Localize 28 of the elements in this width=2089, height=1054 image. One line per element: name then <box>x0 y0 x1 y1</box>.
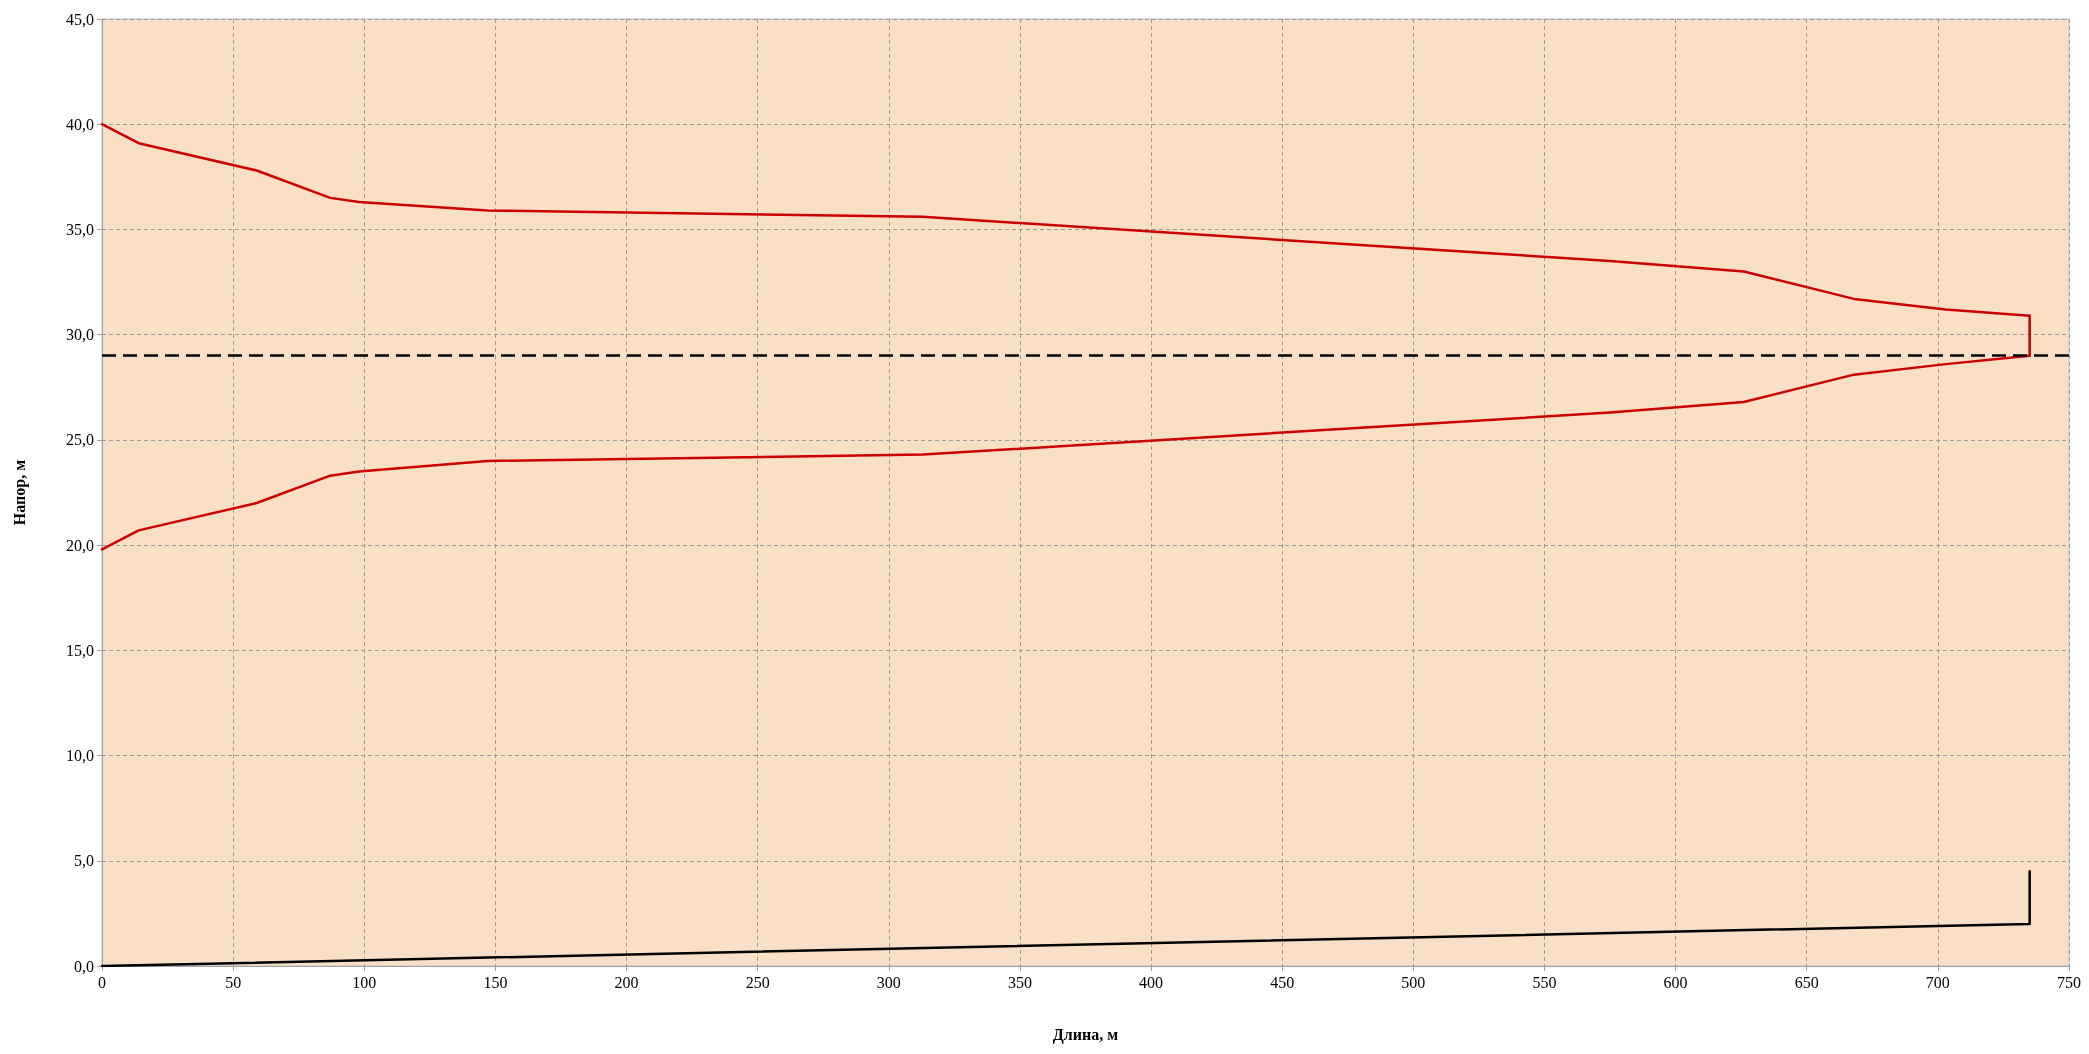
x-tick-label: 200 <box>614 973 639 991</box>
y-tick-label: 45,0 <box>66 10 94 28</box>
y-tick-label: 35,0 <box>66 220 94 238</box>
y-tick-label: 25,0 <box>66 431 94 449</box>
y-tick-label: 10,0 <box>66 747 94 765</box>
x-tick-label: 550 <box>1532 973 1557 991</box>
x-tick-label: 750 <box>2057 973 2081 991</box>
x-tick-label: 400 <box>1139 973 1164 991</box>
x-tick-label: 650 <box>1794 973 1819 991</box>
y-tick-label: 0,0 <box>74 957 94 975</box>
x-axis-title: Длина, м <box>1052 1025 1119 1044</box>
x-tick-label: 0 <box>98 973 106 991</box>
x-tick-label: 450 <box>1270 973 1295 991</box>
x-tick-label: 500 <box>1401 973 1426 991</box>
x-tick-label: 600 <box>1663 973 1688 991</box>
x-tick-label: 300 <box>876 973 901 991</box>
x-tick-label: 700 <box>1925 973 1950 991</box>
y-tick-label: 40,0 <box>66 115 94 133</box>
y-axis-title: Напор, м <box>10 459 29 526</box>
x-tick-label: 350 <box>1007 973 1032 991</box>
x-tick-label: 100 <box>352 973 377 991</box>
y-tick-label: 30,0 <box>66 326 94 344</box>
x-tick-label: 150 <box>483 973 508 991</box>
y-tick-label: 20,0 <box>66 536 94 554</box>
y-tick-label: 5,0 <box>74 852 94 870</box>
x-tick-label: 50 <box>225 973 242 991</box>
x-tick-label: 250 <box>745 973 770 991</box>
y-tick-label: 15,0 <box>66 641 94 659</box>
